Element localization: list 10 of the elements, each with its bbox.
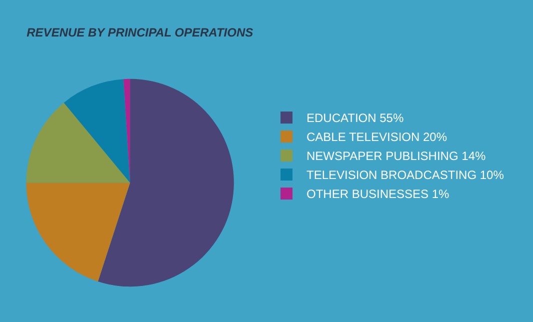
pie-slice xyxy=(26,182,130,282)
pie-slice xyxy=(98,78,234,286)
legend-label: EDUCATION 55% xyxy=(306,111,404,126)
chart-title: REVENUE BY PRINCIPAL OPERATIONS xyxy=(26,25,254,40)
legend-label: NEWSPAPER PUBLISHING 14% xyxy=(306,149,486,164)
pie-slice xyxy=(64,79,130,183)
legend-label: OTHER BUSINESSES 1% xyxy=(306,187,450,202)
legend-label: TELEVISION BROADCASTING 10% xyxy=(306,168,504,182)
legend-label: CABLE TELEVISION 20% xyxy=(306,130,448,144)
pie-slice xyxy=(26,102,130,183)
